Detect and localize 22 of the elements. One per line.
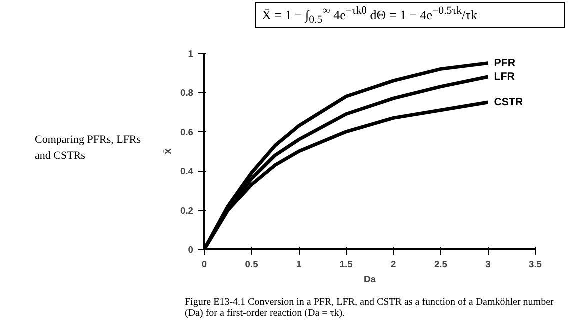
x-tick-label: 2 [391,260,396,270]
y-tick-label: 1 [188,49,194,59]
x-tick-label: 2.5 [434,260,448,270]
y-tick-label: 0.8 [180,88,194,98]
x-tick-label: 1.5 [340,260,353,270]
y-tick-label: 0.2 [180,206,194,216]
series-label: LFR [494,71,516,84]
text: Comparing PFRs, LFRs and CSTRs [35,133,142,164]
series-label: PFR [494,57,516,70]
x-tick-label: 0.5 [245,260,258,270]
chart-title: X̄ = 1 − ∫$_{0.5}$$^{∞}$ 4e$^{−τkθ}$ dΘ = 1 − 4e$^{−0.5τk}$/τk [262,4,478,28]
y-tick-label: 0.4 [180,166,194,177]
x-axis-title: Da [364,274,377,284]
x-tick-label: 1 [296,260,302,270]
caption: Figure E13-4.1 Conversion in a PFR, LFR, and CSTR as a function of a Damköhler number (Da) for a first-order reaction (Da = τk). [185,297,555,319]
y-tick-label: 0.6 [180,127,194,138]
x-tick-label: 3.5 [529,260,542,270]
x-tick-label: 3 [486,260,491,270]
x-tick-label: 0 [202,260,208,270]
y-tick-label: 0 [188,245,194,255]
y-axis-title: X̄ [163,148,174,155]
series-label: CSTR [494,96,524,108]
